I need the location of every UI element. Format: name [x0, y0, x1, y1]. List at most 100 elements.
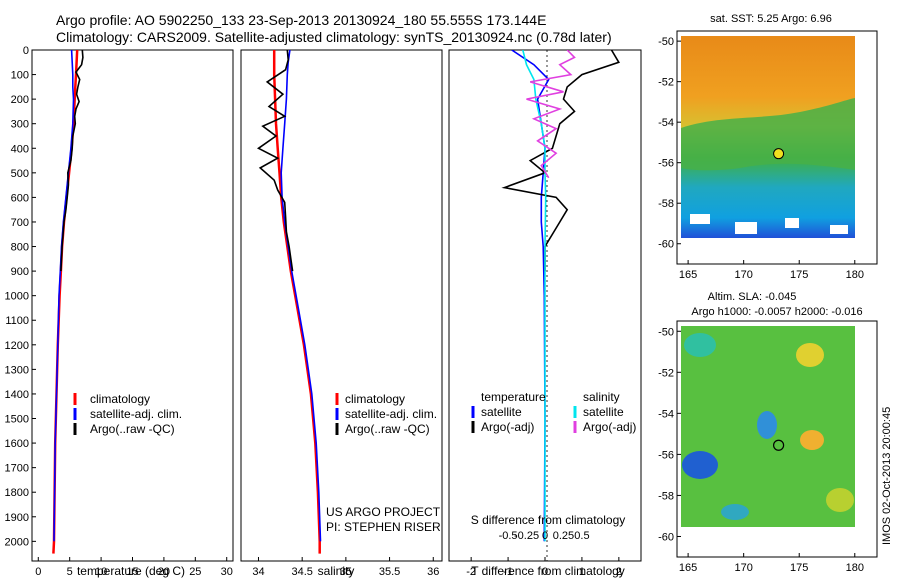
y-tick-label: 700	[11, 217, 29, 229]
figure-title-line1: Argo profile: AO 5902250_133 23-Sep-2013…	[56, 12, 546, 28]
difference-axis-ticks: -2 -1 0 1 2	[466, 557, 622, 578]
sst-argo-position-marker	[773, 148, 785, 160]
y-tick-label: 500	[11, 168, 29, 180]
difference-series	[501, 50, 620, 542]
series-line-salinity-argo-adj-	[526, 50, 576, 179]
legend-satellite-label: satellite-adj. clim.	[90, 407, 182, 421]
salinity-tick-label: 0.5	[574, 530, 589, 542]
temperature-axes-box	[31, 49, 234, 562]
y-tick-label: 1900	[5, 512, 29, 524]
map-y-tick-label: -50	[658, 326, 674, 338]
x-tick-label: 30	[221, 566, 233, 578]
y-tick-label: 100	[11, 70, 29, 82]
x-tick-label: 0	[35, 566, 41, 578]
map-y-tick-label: -58	[658, 198, 674, 210]
figure-title-line2: Climatology: CARS2009. Satellite-adjuste…	[56, 29, 612, 45]
y-tick-label: 1300	[5, 364, 29, 376]
map-x-tick-label: 175	[790, 562, 808, 574]
map-y-tick-label: -56	[658, 158, 674, 170]
salinity-tick-label: 0.25	[553, 530, 574, 542]
sla-map-panel: Altim. SLA: -0.045 Argo h1000: -0.0057 h…	[658, 291, 893, 574]
sst-map-ticks: 165 170 175 180 -50 -52 -54 -56 -58 -60	[658, 36, 864, 281]
salinity-axis-ticks: 34 34.5 35 35.5 36	[252, 557, 439, 578]
sla-anomaly	[757, 411, 777, 439]
y-tick-label: 600	[11, 192, 29, 204]
sst-front	[681, 98, 855, 171]
legend-satellite-label: satellite-adj. clim.	[345, 407, 437, 421]
legend-temperature-title: temperature	[481, 390, 546, 404]
map-y-tick-label: -54	[658, 408, 674, 420]
y-tick-label: 200	[11, 94, 29, 106]
y-tick-label: 1600	[5, 438, 29, 450]
sst-cloud-gap	[785, 218, 799, 228]
x-tick-label: -1	[503, 566, 513, 578]
series-line-argo-raw-qc-	[60, 50, 84, 272]
map-x-tick-label: 170	[734, 562, 752, 574]
map-y-tick-label: -54	[658, 117, 674, 129]
x-tick-label: 20	[158, 566, 170, 578]
legend-climatology-label: climatology	[345, 392, 405, 406]
temperature-axis-label: temperature (deg C)	[77, 564, 185, 578]
salinity-series	[256, 50, 322, 554]
y-tick-label: 400	[11, 143, 29, 155]
salinity-legend: climatology satellite-adj. clim. Argo(..…	[335, 392, 437, 436]
map-x-tick-label: 180	[846, 269, 864, 281]
series-line-satellite-adj-clim-	[53, 50, 75, 542]
series-line-salinity-satellite	[522, 50, 547, 542]
sst-map-panel: sat. SST: 5.25 Argo: 6.96 165 170 175 180 -5…	[658, 13, 878, 281]
salinity-panel: 34 34.5 35 35.5 36 climatology satellite-adj…	[240, 49, 443, 578]
salinity-tick-label: -0.25	[514, 530, 539, 542]
x-tick-label: 35.5	[379, 566, 400, 578]
map-x-tick-label: 165	[679, 269, 697, 281]
legend-climatology-label: climatology	[90, 392, 150, 406]
y-tick-label: 1400	[5, 389, 29, 401]
temperature-axis-ticks: 0 5 10 15 20 25 30	[35, 557, 233, 578]
sla-argo-position-marker	[772, 439, 785, 451]
y-tick-label: 2000	[5, 536, 29, 548]
map-y-tick-label: -60	[658, 239, 674, 251]
x-tick-label: 1	[579, 566, 585, 578]
difference-legend: temperature salinity satellite Argo(-adj…	[471, 390, 636, 434]
y-tick-label: 1000	[5, 291, 29, 303]
x-tick-label: 25	[189, 566, 201, 578]
x-tick-label: 2	[616, 566, 622, 578]
map-y-tick-label: -56	[658, 449, 674, 461]
legend-sal-satellite-label: satellite	[583, 405, 624, 419]
sst-map-field	[681, 36, 855, 238]
sla-map-ticks: 165 170 175 180 -50 -52 -54 -56 -58 -60	[658, 326, 864, 574]
difference-panel: -2 -1 0 1 2 temperature salinity satellite A…	[448, 49, 642, 578]
salinity-axis-label: salinity	[318, 564, 355, 578]
map-x-tick-label: 165	[679, 562, 697, 574]
map-y-tick-label: -58	[658, 490, 674, 502]
sla-anomaly	[682, 451, 718, 479]
salinity-tick-label: 0	[542, 530, 548, 542]
sst-cloud-gap	[690, 214, 710, 224]
y-tick-label: 1100	[5, 315, 29, 327]
sla-anomaly	[684, 333, 716, 357]
x-tick-label: 35	[340, 566, 352, 578]
salinity-difference-ticks: -0.5-0.25 0 0.25 0.5	[499, 530, 590, 542]
y-tick-label: 1700	[5, 463, 29, 475]
sla-anomaly	[826, 488, 854, 512]
y-tick-label: 800	[11, 242, 29, 254]
legend-salinity-title: salinity	[583, 390, 620, 404]
salinity-difference-label: S difference from climatology	[471, 513, 626, 527]
map-y-tick-label: -52	[658, 77, 674, 89]
map-x-tick-label: 175	[790, 269, 808, 281]
series-line-temperature-argo-adj-	[501, 50, 620, 272]
salinity-axes-box	[240, 49, 443, 562]
map-y-tick-label: -50	[658, 36, 674, 48]
sla-anomaly	[796, 343, 824, 367]
x-tick-label: 0	[542, 566, 548, 578]
map-x-tick-label: 170	[734, 269, 752, 281]
x-tick-label: 10	[95, 566, 107, 578]
y-tick-label: 1800	[5, 487, 29, 499]
series-line-satellite-adj-clim-	[280, 50, 322, 542]
map-y-tick-label: -52	[658, 367, 674, 379]
sla-map-field	[681, 326, 855, 527]
temperature-series	[52, 50, 84, 554]
pi-label: PI: STEPHEN RISER	[326, 520, 441, 534]
sst-cloud-gap	[830, 225, 848, 234]
x-tick-label: 34	[252, 566, 264, 578]
